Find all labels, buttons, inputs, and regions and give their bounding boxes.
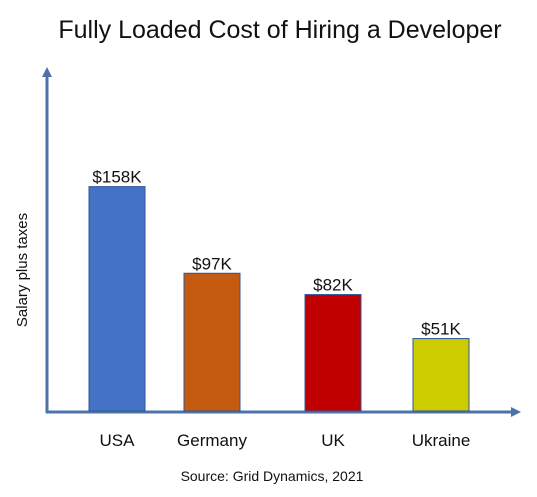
category-label-usa: USA (100, 431, 136, 450)
category-label-germany: Germany (177, 431, 247, 450)
bar-uk (304, 294, 362, 412)
category-label-ukraine: Ukraine (412, 431, 471, 450)
category-label-uk: UK (321, 431, 345, 450)
y-axis-label: Salary plus taxes (14, 213, 31, 327)
bar-germany (183, 272, 241, 412)
source-note: Source: Grid Dynamics, 2021 (181, 468, 364, 484)
value-labels-group: $158K $97K $82K $51K (92, 168, 461, 339)
value-label-usa: $158K (92, 168, 142, 187)
bar-usa (88, 186, 146, 412)
bar-ukraine (412, 338, 470, 412)
chart-title: Fully Loaded Cost of Hiring a Developer (58, 16, 501, 44)
category-labels-group: USA Germany UK Ukraine (100, 431, 471, 450)
value-label-germany: $97K (192, 254, 232, 273)
value-label-uk: $82K (313, 276, 353, 295)
bars-group (88, 186, 470, 412)
value-label-ukraine: $51K (421, 320, 461, 339)
